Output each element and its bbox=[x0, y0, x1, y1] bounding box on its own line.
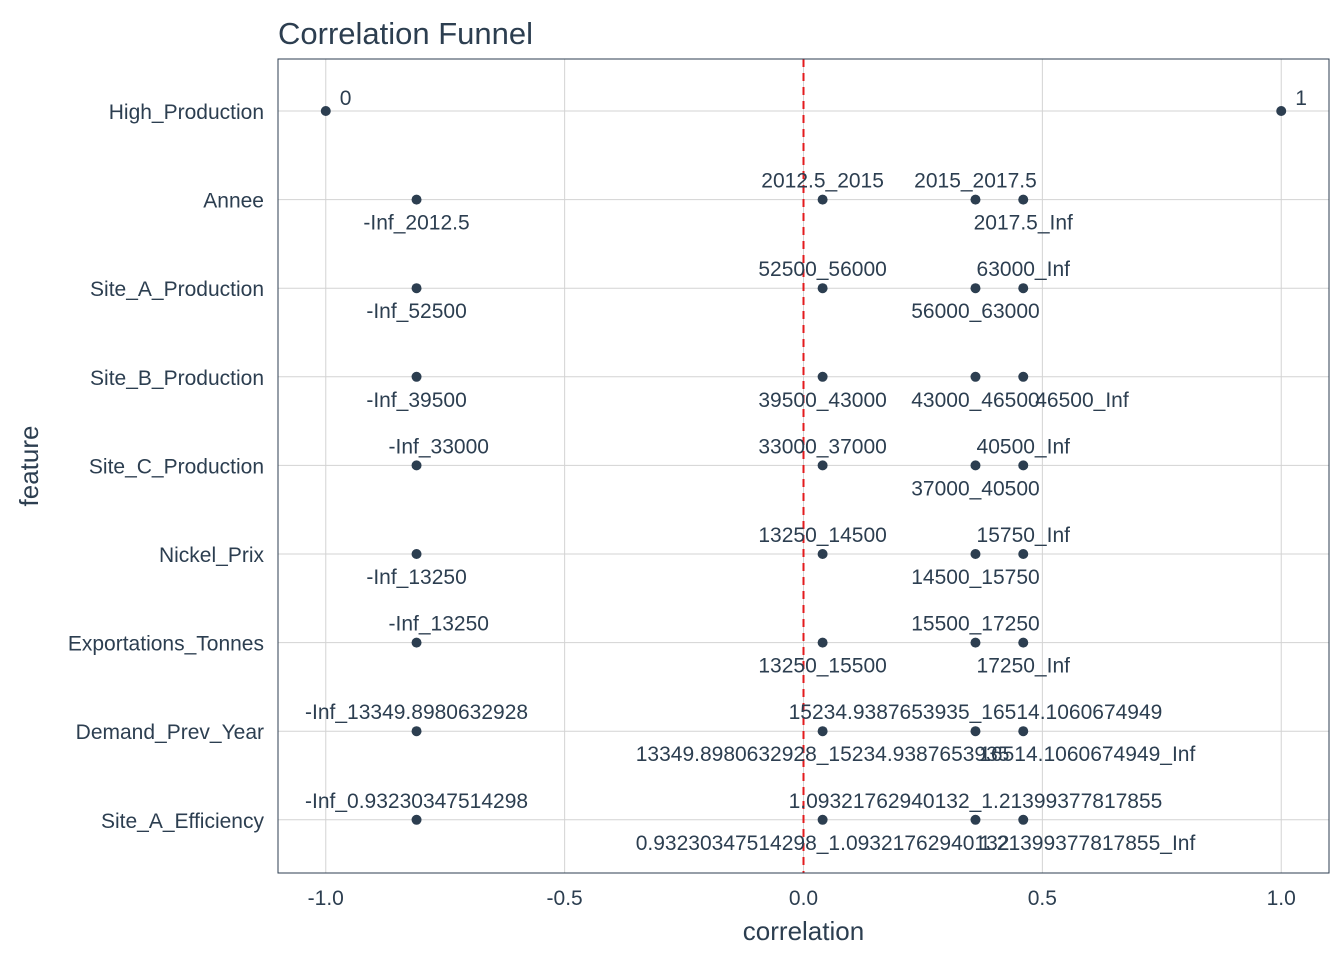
data-point bbox=[817, 814, 828, 825]
point-label: 2017.5_Inf bbox=[974, 212, 1073, 235]
point-label: -Inf_52500 bbox=[366, 300, 466, 323]
point-label: 40500_Inf bbox=[977, 435, 1071, 458]
data-point bbox=[411, 637, 422, 648]
data-point bbox=[970, 460, 981, 471]
chart-title: Correlation Funnel bbox=[278, 16, 533, 51]
point-label: -Inf_33000 bbox=[389, 435, 489, 458]
data-point bbox=[411, 726, 422, 737]
data-point bbox=[817, 637, 828, 648]
y-tick-label: High_Production bbox=[109, 101, 264, 124]
point-label: -Inf_13250 bbox=[366, 566, 466, 589]
data-point bbox=[1018, 194, 1029, 205]
point-label: 0 bbox=[340, 87, 352, 110]
data-point bbox=[970, 194, 981, 205]
point-label: 13250_14500 bbox=[758, 524, 886, 547]
data-point bbox=[817, 460, 828, 471]
point-label: 33000_37000 bbox=[758, 435, 886, 458]
data-point bbox=[970, 371, 981, 382]
point-label: -Inf_0.93230347514298 bbox=[305, 790, 528, 813]
data-point bbox=[411, 371, 422, 382]
point-label: -Inf_13349.8980632928 bbox=[305, 701, 528, 724]
data-point bbox=[817, 549, 828, 559]
data-point bbox=[970, 637, 981, 648]
y-tick-label: Site_B_Production bbox=[90, 367, 264, 390]
y-tick-label: Nickel_Prix bbox=[159, 544, 265, 567]
point-label: 1 bbox=[1295, 87, 1307, 110]
point-label: 15234.9387653935_16514.1060674949 bbox=[789, 701, 1163, 724]
point-label: 15500_17250 bbox=[911, 613, 1039, 636]
data-points bbox=[320, 106, 1287, 825]
y-axis-title: feature bbox=[14, 426, 44, 507]
point-label: 39500_43000 bbox=[758, 389, 886, 412]
data-point bbox=[1018, 371, 1029, 382]
data-point bbox=[817, 283, 828, 294]
point-label: 1.21399377817855_Inf bbox=[979, 832, 1195, 855]
data-point bbox=[411, 194, 422, 205]
y-tick-label: Site_A_Production bbox=[90, 278, 264, 301]
point-label: 17250_Inf bbox=[977, 655, 1071, 678]
data-point bbox=[411, 814, 422, 825]
x-tick-label: 0.0 bbox=[789, 887, 818, 910]
point-label: 16514.1060674949_Inf bbox=[979, 743, 1195, 766]
point-label: 15750_Inf bbox=[977, 524, 1071, 547]
point-label: 56000_63000 bbox=[911, 300, 1039, 323]
x-tick-label: 0.5 bbox=[1028, 887, 1057, 910]
data-point bbox=[1018, 549, 1029, 559]
y-tick-label: Site_C_Production bbox=[89, 455, 264, 478]
point-label: 46500_Inf bbox=[1035, 389, 1129, 412]
point-label: -Inf_13250 bbox=[389, 613, 489, 636]
x-tick-label: -0.5 bbox=[547, 887, 583, 910]
data-point bbox=[817, 194, 828, 205]
point-label: 63000_Inf bbox=[977, 258, 1071, 281]
plot-panel-border bbox=[277, 58, 1330, 874]
point-label: 2015_2017.5 bbox=[914, 170, 1037, 193]
data-point bbox=[1276, 106, 1287, 116]
point-label: -Inf_2012.5 bbox=[363, 212, 469, 235]
y-tick-label: Annee bbox=[203, 190, 264, 213]
point-label: 13250_15500 bbox=[758, 655, 886, 678]
data-point bbox=[817, 371, 828, 382]
data-point bbox=[970, 814, 981, 825]
point-labels: 0 1 -Inf_2012.5 2012.5_2015 2015_2017.5 2017.… bbox=[305, 87, 1307, 855]
data-point bbox=[970, 726, 981, 737]
data-point bbox=[411, 549, 422, 559]
x-tick-label: -1.0 bbox=[308, 887, 344, 910]
point-label: 14500_15750 bbox=[911, 566, 1039, 589]
data-point bbox=[1018, 726, 1029, 737]
point-label: 37000_40500 bbox=[911, 477, 1039, 500]
point-label: 2012.5_2015 bbox=[761, 170, 884, 193]
data-point bbox=[1018, 283, 1029, 294]
data-point bbox=[411, 460, 422, 471]
point-label: 1.09321762940132_1.21399377817855 bbox=[789, 790, 1163, 813]
point-label: 13349.8980632928_15234.9387653935 bbox=[636, 743, 1010, 766]
data-point bbox=[1018, 637, 1029, 648]
point-label: -Inf_39500 bbox=[366, 389, 466, 412]
y-tick-label: Site_A_Efficiency bbox=[101, 810, 265, 833]
x-axis-tick-labels: -1.0 -0.5 0.0 0.5 1.0 bbox=[308, 887, 1296, 910]
data-point bbox=[970, 549, 981, 559]
y-tick-label: Exportations_Tonnes bbox=[68, 633, 264, 656]
y-tick-label: Demand_Prev_Year bbox=[76, 721, 264, 744]
data-point bbox=[817, 726, 828, 737]
data-point bbox=[411, 283, 422, 294]
data-point bbox=[1018, 814, 1029, 825]
x-tick-label: 1.0 bbox=[1267, 887, 1296, 910]
x-axis-title: correlation bbox=[743, 916, 864, 946]
point-label: 52500_56000 bbox=[758, 258, 886, 281]
data-point bbox=[320, 106, 331, 116]
data-point bbox=[1018, 460, 1029, 471]
data-point bbox=[970, 283, 981, 294]
y-axis-tick-labels: High_Production Annee Site_A_Production Sit… bbox=[68, 101, 265, 833]
point-label: 0.93230347514298_1.09321762940132 bbox=[636, 832, 1010, 855]
point-label: 43000_46500 bbox=[911, 389, 1039, 412]
